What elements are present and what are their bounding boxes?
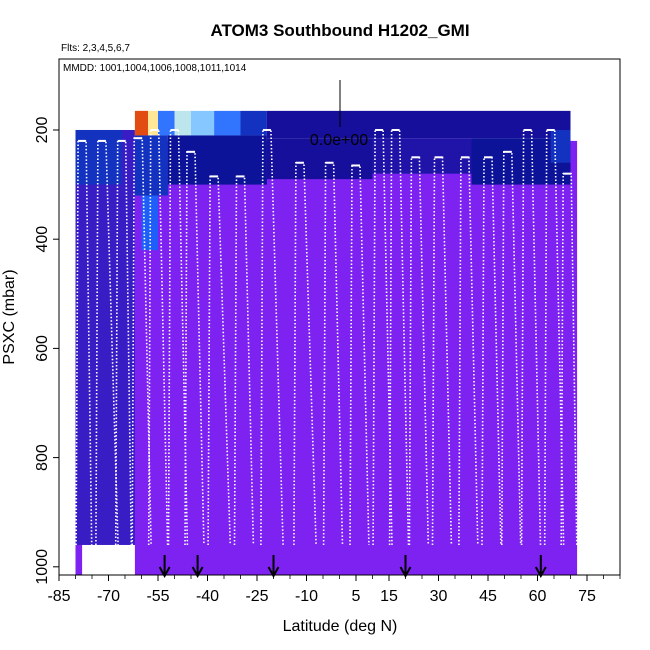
x-axis: -85 -70 -55 -40 -25 -10 5 15 30 45 60 75 (47, 575, 621, 605)
y-tick-label: 1000 (34, 549, 51, 585)
heatmap-cell (75, 129, 122, 185)
heatmap-cell (174, 110, 191, 136)
arrow-layer (158, 555, 547, 579)
flight-profile (372, 129, 393, 545)
heatmap-cell (158, 110, 175, 136)
x-tick-label: 30 (430, 588, 448, 605)
y-tick-label: 200 (34, 117, 51, 144)
flight-profile (233, 175, 255, 545)
x-tick-label: 5 (352, 588, 361, 605)
x-tick-label: -85 (47, 588, 70, 605)
flight-profile (543, 129, 565, 545)
y-tick-label: 800 (34, 444, 51, 471)
flight-profile (184, 151, 205, 545)
x-tick-label: 75 (578, 588, 596, 605)
flight-profile (147, 129, 169, 545)
y-tick-label: 400 (34, 226, 51, 253)
flight-profile-layer (75, 128, 578, 545)
flight-profile (388, 129, 410, 545)
heatmap-cell (134, 110, 149, 136)
location-arrow-head (534, 566, 547, 579)
flight-profile (349, 164, 370, 545)
heatmap-cell (148, 110, 158, 136)
y-axis-label: PSXC (mbar) (1, 269, 18, 364)
no-data-region (82, 544, 135, 575)
heatmap-cell (266, 138, 373, 180)
heatmap-cell (372, 138, 472, 174)
x-tick-label: -40 (196, 588, 219, 605)
x-tick-label: -10 (295, 588, 318, 605)
dates-label: MMDD: 1001,1004,1006,1008,1011,1014 (63, 63, 247, 74)
location-arrow-head (158, 566, 171, 579)
flight-profile (431, 156, 453, 545)
heatmap-cell (134, 135, 168, 196)
chart-title: ATOM3 Southbound H1202_GMI (210, 21, 469, 40)
location-arrow-head (191, 566, 204, 579)
flight-profile (481, 156, 502, 545)
flight-profile (260, 129, 284, 545)
y-axis: 200 400 600 800 1000 (34, 117, 59, 585)
plot-area (75, 110, 578, 579)
flight-profile (408, 156, 430, 545)
y-tick-label: 600 (34, 335, 51, 362)
flight-profile (458, 156, 479, 545)
heatmap-cell (214, 110, 241, 136)
heatmap-cell (75, 129, 135, 545)
x-axis-label: Latitude (deg N) (283, 618, 398, 635)
x-tick-label: 45 (479, 588, 497, 605)
x-tick-label: -25 (245, 588, 268, 605)
flights-label: Flts: 2,3,4,5,6,7 (61, 43, 130, 54)
heatmap-cell (191, 110, 215, 136)
x-tick-label: -70 (97, 588, 120, 605)
x-tick-label: 60 (529, 588, 547, 605)
x-tick-label: 15 (380, 588, 398, 605)
scale-label: 0.0e+00 (310, 132, 368, 149)
heatmap-cell (266, 110, 571, 139)
flight-profile (207, 175, 232, 545)
heatmap-cell (550, 129, 571, 163)
flight-profile (520, 129, 542, 545)
flight-profile (167, 129, 189, 545)
x-tick-label: -55 (146, 588, 169, 605)
flight-profile (501, 151, 522, 545)
